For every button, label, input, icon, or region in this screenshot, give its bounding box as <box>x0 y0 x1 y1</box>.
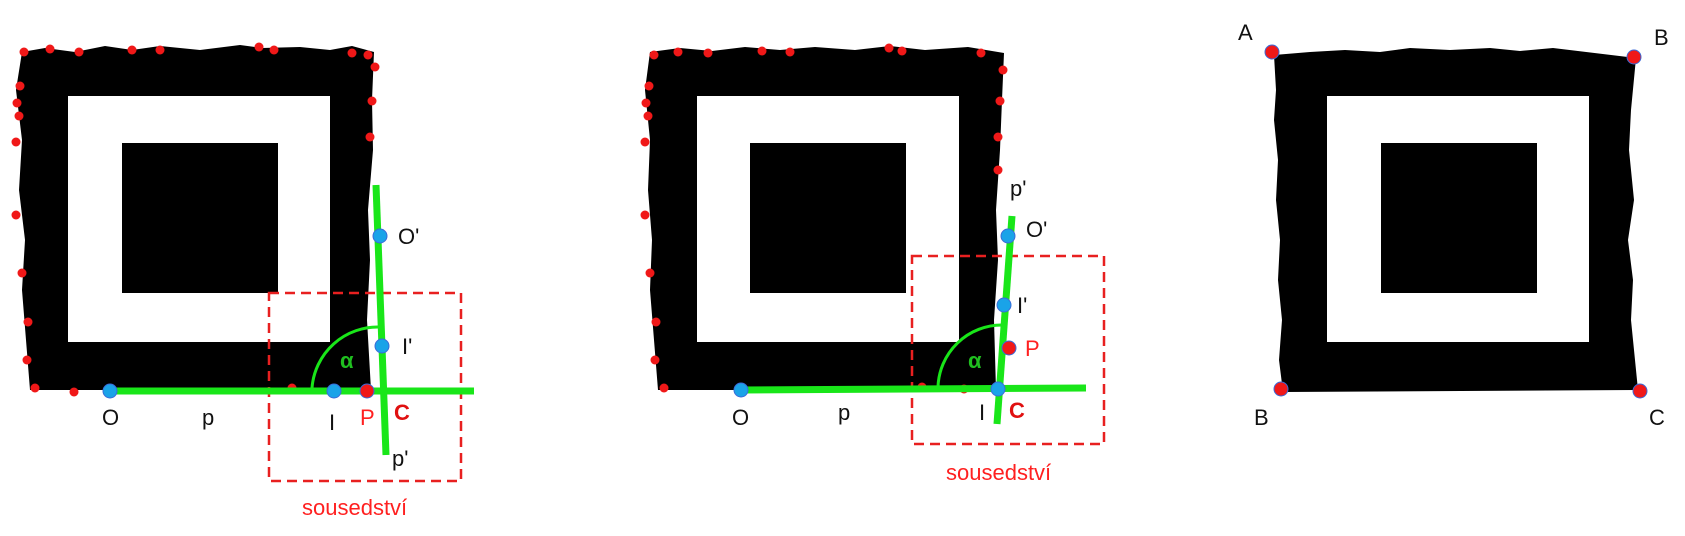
point-I-prime <box>374 338 390 354</box>
label-I: I <box>979 400 985 425</box>
line-p <box>740 384 1087 394</box>
corner-point-B-top <box>1626 49 1642 65</box>
label-C: C <box>394 400 410 425</box>
label-O: O <box>102 405 119 430</box>
corner-point-A <box>1264 44 1280 60</box>
label-O-prime: O' <box>398 224 419 249</box>
angle-alpha-arc <box>310 325 381 389</box>
contour-points <box>11 42 380 397</box>
panel-2: O p I C p' O' I' P α sousedství <box>640 43 1106 485</box>
label-A: A <box>1238 20 1253 45</box>
corner-point-C <box>1632 383 1648 399</box>
point-P <box>359 383 375 399</box>
corner-point-B-bottom <box>1273 381 1289 397</box>
marker-inner-square <box>750 143 906 293</box>
angle-alpha-arc <box>936 323 1003 388</box>
label-alpha: α <box>968 348 982 373</box>
point-O <box>102 383 118 399</box>
point-O-prime <box>1000 228 1016 244</box>
marker-inner-square <box>1381 143 1537 293</box>
label-neighborhood: sousedství <box>946 460 1051 485</box>
label-P: P <box>1025 336 1040 361</box>
label-B-top: B <box>1654 25 1669 50</box>
label-p: p <box>202 405 214 430</box>
point-I-prime <box>996 297 1012 313</box>
label-O-prime: O' <box>1026 217 1047 242</box>
panel-1: O p I P C O' I' p' α sousedství <box>11 42 474 520</box>
point-O <box>733 382 749 398</box>
label-I-prime: I' <box>402 334 412 359</box>
label-P: P <box>360 405 375 430</box>
label-alpha: α <box>340 348 354 373</box>
label-neighborhood: sousedství <box>302 495 407 520</box>
point-I <box>326 383 342 399</box>
point-O-prime <box>372 228 388 244</box>
label-O: O <box>732 405 749 430</box>
label-I: I <box>329 410 335 435</box>
label-p: p <box>838 400 850 425</box>
label-p-prime: p' <box>392 446 408 471</box>
marker-inner-square <box>122 143 278 293</box>
neighborhood-box <box>267 291 463 483</box>
label-C: C <box>1009 398 1025 423</box>
panel-3: A B B C <box>1238 20 1669 430</box>
label-p-prime: p' <box>1010 176 1026 201</box>
line-p-prime <box>372 184 390 456</box>
label-B-bottom: B <box>1254 405 1269 430</box>
label-I-prime: I' <box>1017 293 1027 318</box>
point-I <box>990 381 1006 397</box>
point-P <box>1001 340 1017 356</box>
label-C: C <box>1649 405 1665 430</box>
